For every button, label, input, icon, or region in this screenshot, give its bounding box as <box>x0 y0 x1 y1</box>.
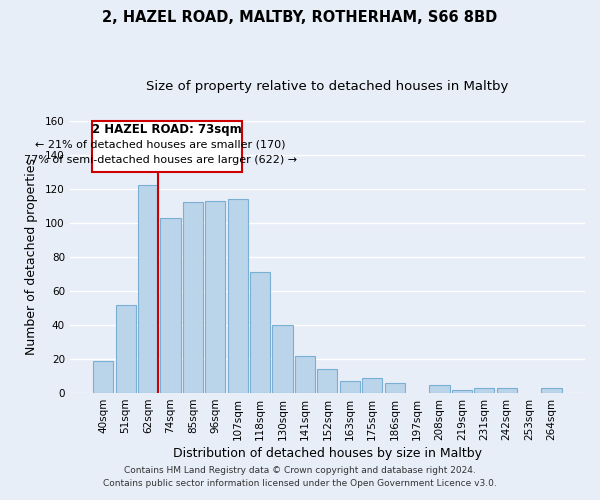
Bar <box>497 388 517 393</box>
Bar <box>227 199 248 393</box>
Bar <box>272 325 293 393</box>
Title: Size of property relative to detached houses in Maltby: Size of property relative to detached ho… <box>146 80 509 93</box>
Bar <box>93 360 113 393</box>
Bar <box>452 390 472 393</box>
Text: Contains HM Land Registry data © Crown copyright and database right 2024.
Contai: Contains HM Land Registry data © Crown c… <box>103 466 497 487</box>
Bar <box>362 378 382 393</box>
Bar <box>385 383 404 393</box>
X-axis label: Distribution of detached houses by size in Maltby: Distribution of detached houses by size … <box>173 447 482 460</box>
Bar <box>205 200 226 393</box>
Bar <box>430 384 449 393</box>
Bar <box>541 388 562 393</box>
Bar <box>317 369 337 393</box>
Bar <box>116 304 136 393</box>
Bar <box>183 202 203 393</box>
Y-axis label: Number of detached properties: Number of detached properties <box>25 158 38 356</box>
Bar <box>474 388 494 393</box>
Bar <box>138 186 158 393</box>
Text: ← 21% of detached houses are smaller (170): ← 21% of detached houses are smaller (17… <box>35 140 286 149</box>
FancyBboxPatch shape <box>92 120 242 172</box>
Text: 77% of semi-detached houses are larger (622) →: 77% of semi-detached houses are larger (… <box>24 154 297 164</box>
Bar <box>250 272 270 393</box>
Bar <box>160 218 181 393</box>
Text: 2 HAZEL ROAD: 73sqm: 2 HAZEL ROAD: 73sqm <box>92 124 242 136</box>
Bar <box>295 356 315 393</box>
Bar <box>340 381 360 393</box>
Text: 2, HAZEL ROAD, MALTBY, ROTHERHAM, S66 8BD: 2, HAZEL ROAD, MALTBY, ROTHERHAM, S66 8B… <box>103 10 497 25</box>
